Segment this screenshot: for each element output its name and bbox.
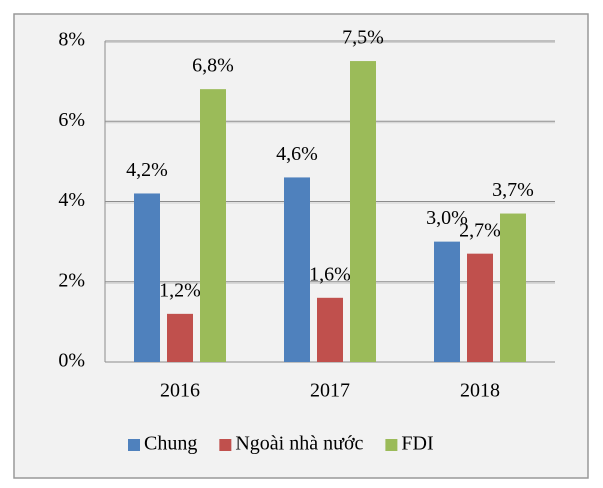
legend-label: FDI <box>401 433 433 455</box>
bar <box>434 241 460 362</box>
legend-swatch <box>128 439 140 451</box>
data-label: 2,7% <box>459 219 501 241</box>
data-label: 7,5% <box>342 27 384 49</box>
y-tick-label: 2% <box>58 269 85 291</box>
data-label: 3,7% <box>492 179 534 201</box>
legend-swatch <box>385 439 398 451</box>
bar <box>467 253 493 362</box>
x-tick-label: 2016 <box>160 380 200 402</box>
data-label: 3,0% <box>426 207 468 229</box>
legend-swatch <box>219 439 232 451</box>
legend-label: Chung <box>144 433 197 455</box>
data-label: 1,6% <box>309 263 351 285</box>
data-label: 4,6% <box>276 143 318 165</box>
bar <box>350 61 376 362</box>
bar <box>167 313 193 362</box>
bar <box>317 297 343 362</box>
bar <box>500 213 526 362</box>
legend-label: Ngoài nhà nước <box>235 433 363 455</box>
bar <box>134 193 160 362</box>
y-tick-label: 6% <box>58 109 85 131</box>
x-tick-label: 2018 <box>460 380 500 402</box>
bar <box>200 89 226 363</box>
x-tick-label: 2017 <box>310 380 350 402</box>
y-tick-label: 4% <box>58 189 85 211</box>
y-tick-label: 8% <box>58 29 85 51</box>
data-label: 4,2% <box>126 159 168 181</box>
y-tick-label: 0% <box>58 350 85 372</box>
bar <box>284 177 310 362</box>
data-label: 1,2% <box>159 279 201 301</box>
data-label: 6,8% <box>192 55 234 77</box>
